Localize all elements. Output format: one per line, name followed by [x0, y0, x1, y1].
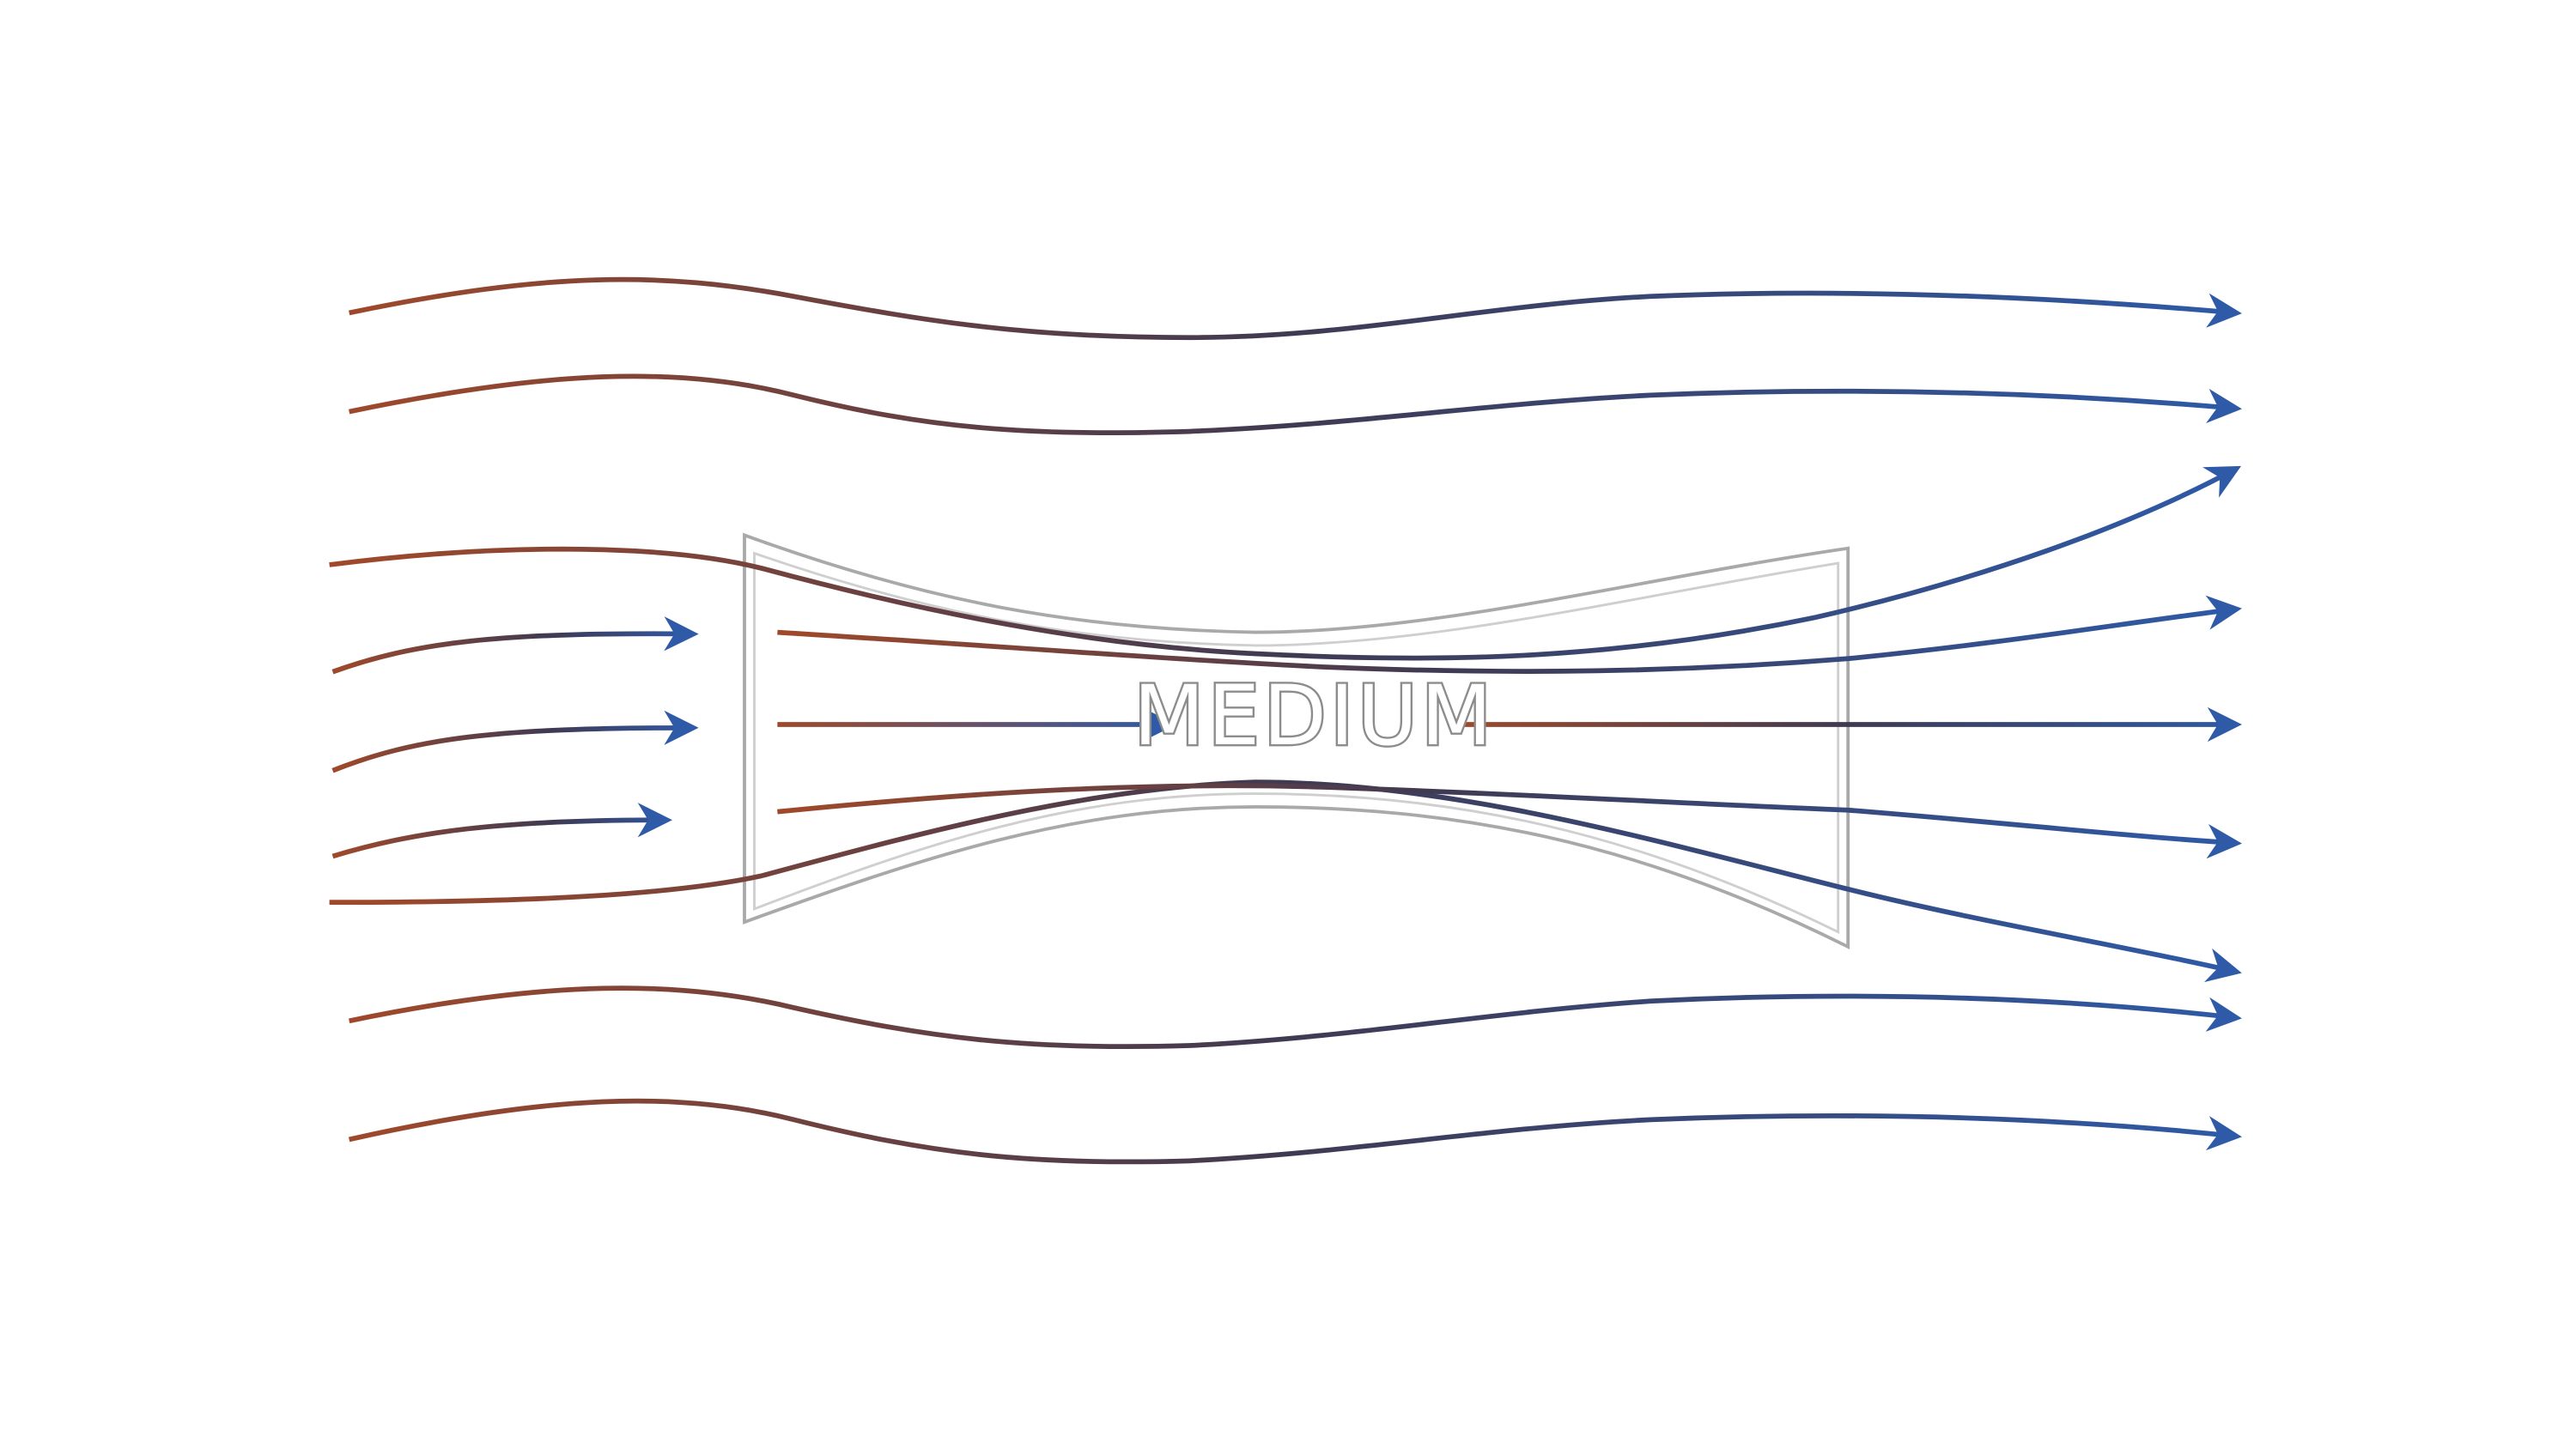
medium-label: MEDIUM [1133, 668, 1495, 764]
medium-outline-outer [743, 532, 1850, 950]
flow-line-top-2 [349, 373, 2242, 435]
flow-line-bottom-1 [349, 985, 2242, 1050]
medium-outline-inner [753, 551, 1840, 935]
flow-inner-lower [777, 783, 2242, 859]
flow-entry-arrow-3 [331, 803, 672, 859]
flow-line-top-1 [349, 276, 2242, 341]
flow-entry-arrow-2 [331, 710, 699, 773]
flow-line-upper-through [329, 465, 2242, 661]
flow-line-lower-through [329, 779, 2242, 983]
flow-inner-upper [777, 595, 2242, 674]
flow-entry-arrow-1 [331, 616, 699, 675]
flow-line-bottom-2 [349, 1098, 2242, 1165]
